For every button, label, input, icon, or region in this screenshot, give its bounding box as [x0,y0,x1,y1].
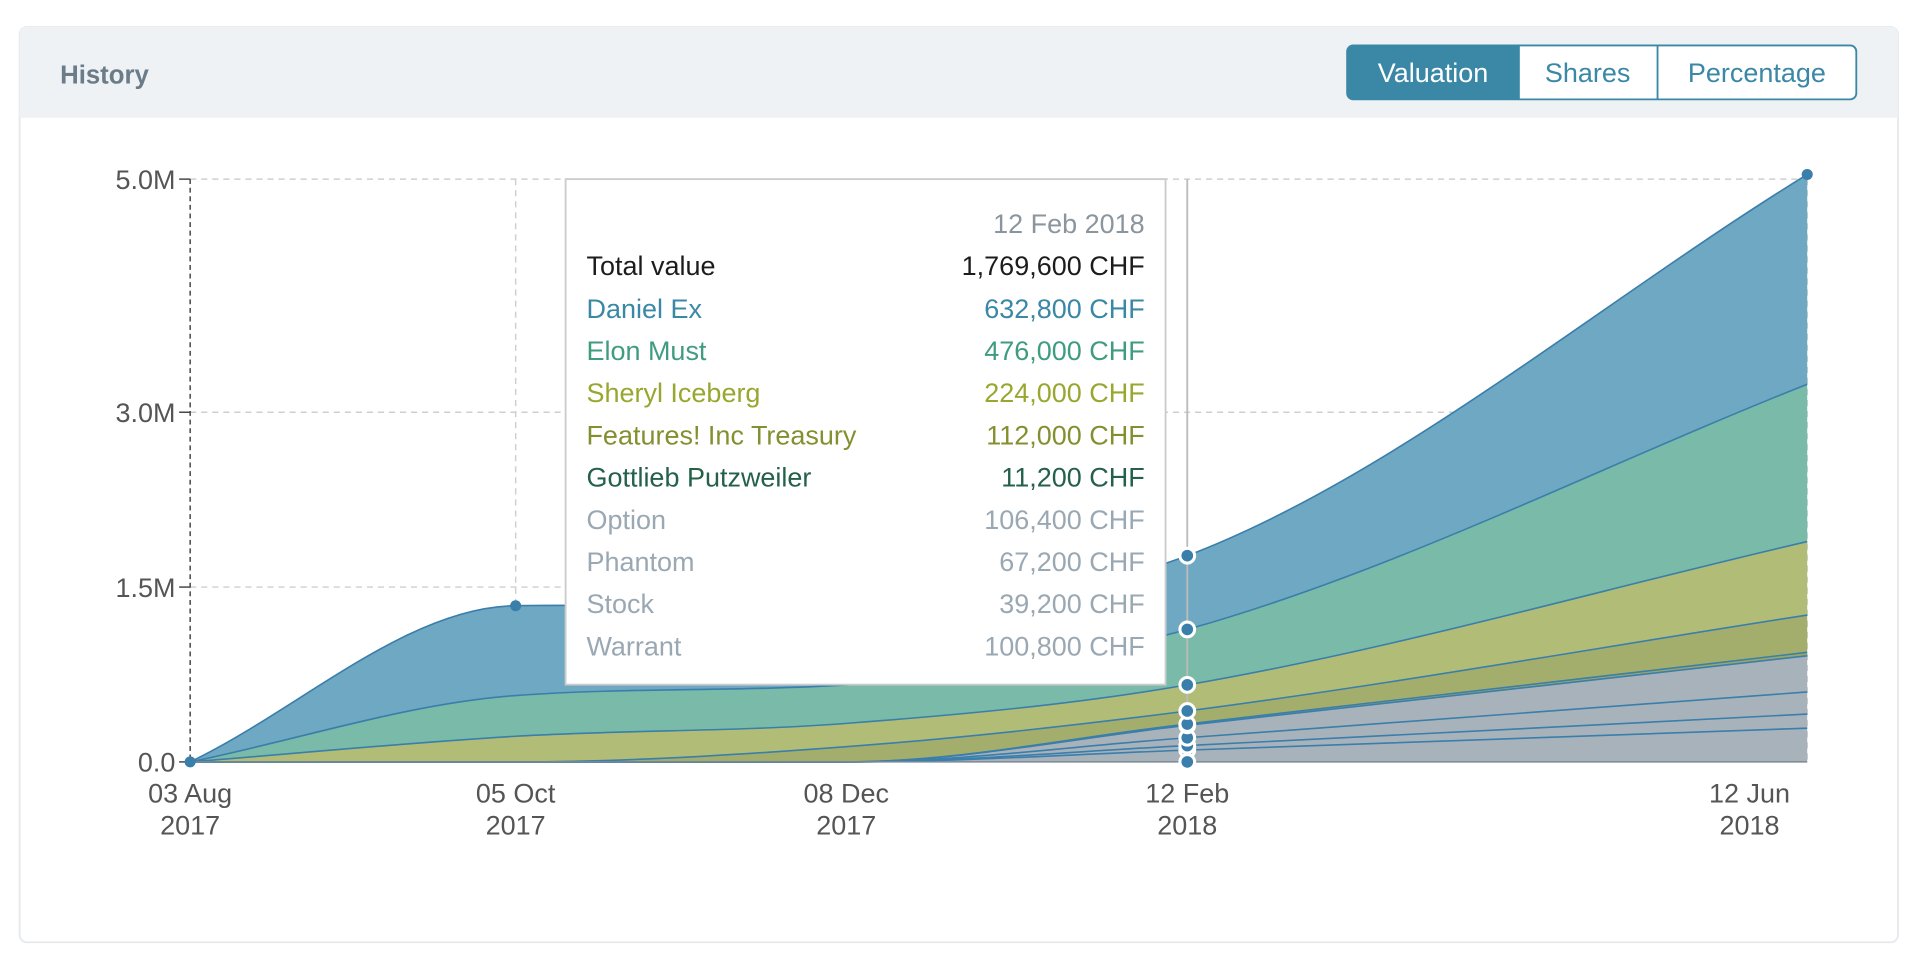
data-point-marker [1801,168,1813,180]
area-features-inc-treasury[interactable] [190,615,1808,762]
chart-tooltip: 12 Feb 2018 Total value 1,769,600 CHF Da… [564,178,1167,686]
tooltip-row-value: 39,200 CHF [999,589,1145,619]
tooltip-row-value: 100,800 CHF [984,631,1145,661]
tooltip-row-name: Gottlieb Putzweiler [586,463,811,493]
series-line [190,540,1808,763]
x-tick-label: 12 Jun [1709,778,1790,808]
tooltip-row-value: 112,000 CHF [986,420,1145,450]
tab-valuation-bg[interactable] [1347,45,1519,100]
x-tick-label: 05 Oct [476,778,556,808]
x-tick-label: 08 Dec [804,778,890,808]
hover-point [1178,753,1197,771]
area-stock[interactable] [190,714,1808,762]
area-warrant[interactable] [190,728,1808,762]
tooltip-row-name: Sheryl Iceberg [586,378,760,408]
hover-point [1178,620,1197,639]
tooltip-total-value: 1,769,600 CHF [962,251,1145,281]
tooltip-row-value: 67,200 CHF [999,547,1145,577]
tooltip-row-value: 11,200 CHF [1001,463,1145,493]
x-tick-label: 12 Feb [1145,778,1229,808]
tab-percentage[interactable]: Percentage [1688,58,1826,88]
tab-shares[interactable]: Shares [1545,58,1631,88]
tooltip-total-label: Total value [586,251,715,281]
x-tick-label: 03 Aug [148,778,232,808]
area-sheryl-iceberg[interactable] [190,541,1808,762]
tooltip-row-name: Option [586,505,666,535]
y-tick-label: 0.0 [138,748,176,778]
hover-point [1178,702,1197,720]
tab-valuation[interactable]: Valuation [1347,45,1519,100]
tooltip-row-name: Elon Must [586,336,706,366]
tooltip-row-value: 476,000 CHF [984,336,1145,366]
x-tick-label-year: 2017 [486,810,546,840]
x-tick-label-year: 2018 [1157,810,1217,840]
x-tick-label-year: 2017 [816,810,876,840]
chart-markers [184,168,1813,768]
tooltip-row-name: Features! Inc Treasury [586,420,856,450]
tooltip-row-name: Phantom [586,547,694,577]
tooltip-box [564,178,1167,686]
hover-point [1178,675,1197,694]
tooltip-row-value: 106,400 CHF [984,505,1145,535]
tab-valuation-label[interactable]: Valuation [1378,58,1489,88]
tooltip-row-name: Stock [586,589,654,619]
tab-percentage-label[interactable]: Percentage [1688,58,1826,88]
tab-shares-label[interactable]: Shares [1545,58,1631,88]
area-phantom[interactable] [190,691,1808,762]
tooltip-row-name: Daniel Ex [586,294,702,324]
data-point-marker [184,756,196,768]
x-tick-label-year: 2017 [160,810,220,840]
data-point-marker [510,600,522,612]
y-tick-label: 5.0M [115,165,175,195]
area-option[interactable] [190,655,1808,762]
tooltip-date: 12 Feb 2018 [993,209,1145,239]
view-tab-group: Valuation Shares Percentage [1346,44,1858,101]
tooltip-rows: Daniel Ex 632,800 CHF Elon Must 476,000 CHF… [586,294,1144,662]
x-tick-label-year: 2018 [1720,810,1780,840]
hover-indicator [1178,179,1197,771]
y-tick-label: 1.5M [115,573,175,603]
tooltip-row-name: Warrant [586,631,681,661]
hover-point [1178,546,1197,565]
tooltip-row-value: 224,000 CHF [984,378,1145,408]
y-tick-label: 3.0M [115,398,175,428]
panel-title: History [60,61,149,89]
tooltip-row-value: 632,800 CHF [984,294,1145,324]
